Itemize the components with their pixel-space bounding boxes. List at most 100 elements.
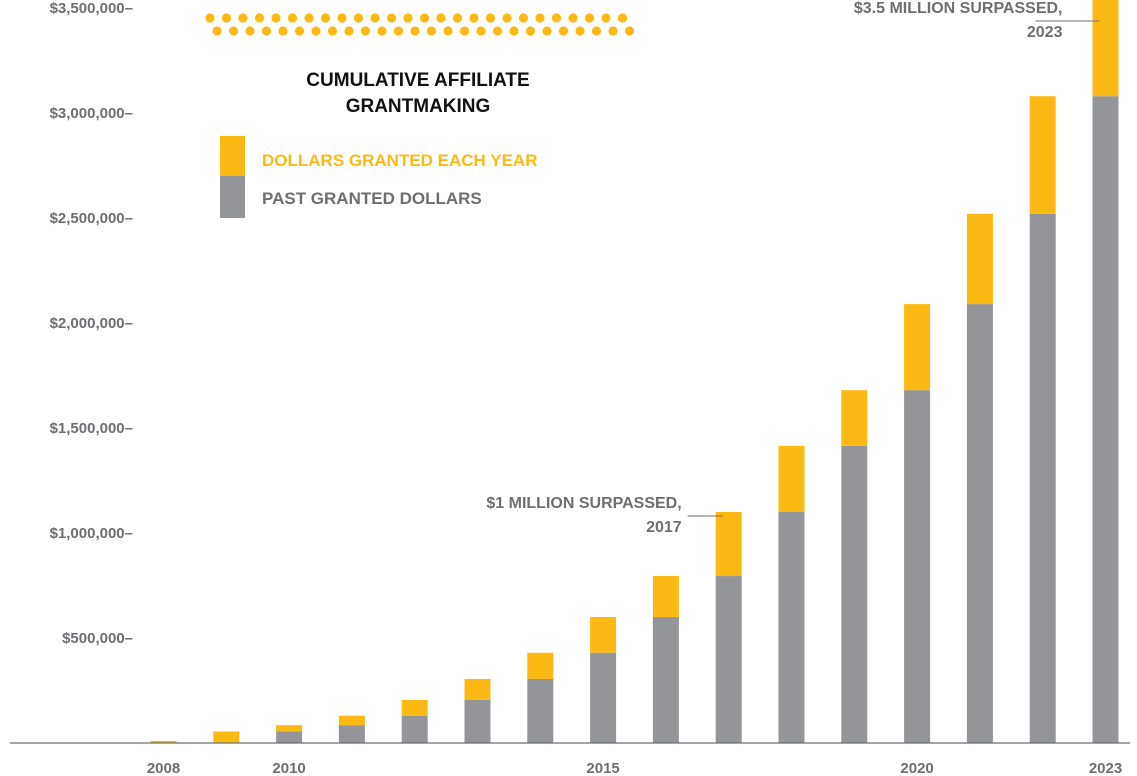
decor-dot [370, 13, 380, 23]
annotations: $1 MILLION SURPASSED, 2017 $3.5 MILLION SU… [486, 0, 1100, 536]
bar-yearly-2017 [715, 512, 742, 577]
bar-past-2013 [464, 699, 491, 743]
bar-yearly-2021 [966, 213, 993, 305]
decor-dot [601, 13, 611, 23]
x-tick-label-2010: 2010 [272, 760, 305, 776]
decor-dot [568, 13, 578, 23]
decor-dot [525, 26, 536, 36]
bar-yearly-2012 [401, 699, 428, 716]
decor-dot [311, 26, 321, 36]
decor-dot [393, 26, 404, 36]
y-axis: $500,000– $1,000,000– $1,500,000– $2,000,00… [50, 0, 133, 647]
decor-dot [254, 13, 265, 23]
bar-past-2016 [652, 617, 679, 743]
bar-yearly-2014 [527, 652, 554, 679]
decor-dot [443, 26, 453, 36]
decor-dot [245, 26, 255, 36]
bar-yearly-2023 [1092, 0, 1119, 97]
x-tick-label-2008: 2008 [147, 760, 180, 776]
bar-yearly-2018 [778, 445, 805, 512]
bar-yearly-2019 [841, 390, 868, 446]
decor-dot [304, 13, 314, 23]
bar-past-2011 [338, 725, 365, 743]
annotation-text: 2023 [1027, 24, 1063, 41]
decor-dot [320, 13, 331, 23]
x-tick-label-2023: 2023 [1089, 760, 1122, 776]
decor-dot [261, 26, 272, 36]
decor-dot [238, 13, 248, 23]
chart-title-line-2: GRANTMAKING [346, 96, 491, 117]
bar-yearly-2009 [213, 731, 240, 743]
legend: DOLLARS GRANTED EACH YEAR PAST GRANTED D… [220, 136, 537, 218]
decor-dot [608, 26, 618, 36]
decor-dot [410, 26, 420, 36]
x-axis: 2008 2010 2015 2020 2023 [147, 760, 1122, 776]
annotation-text: 2017 [646, 519, 682, 536]
decor-dot [509, 26, 519, 36]
y-tick-label: $2,000,000– [50, 315, 133, 332]
decor-dot [535, 13, 545, 23]
y-tick-label: $1,000,000– [50, 525, 133, 542]
decor-dot [344, 26, 354, 36]
y-tick-label: $1,500,000– [50, 420, 133, 437]
decor-dot [617, 13, 628, 23]
decor-dot [271, 13, 281, 23]
bar-yearly-2016 [652, 576, 679, 617]
legend-label-yearly: DOLLARS GRANTED EACH YEAR [262, 151, 537, 170]
decor-dot [205, 13, 215, 23]
bar-past-2015 [590, 652, 617, 743]
decor-dot [278, 26, 288, 36]
decor-dot [212, 26, 222, 36]
decor-dot [228, 26, 239, 36]
decor-dot [403, 13, 413, 23]
decor-dot [518, 13, 529, 23]
annotation-text: $1 MILLION SURPASSED, [486, 495, 681, 512]
decor-dot [459, 26, 470, 36]
decor-dot [624, 26, 635, 36]
bar-yearly-2022 [1029, 96, 1056, 214]
decor-dot [377, 26, 387, 36]
decor-dot [221, 13, 232, 23]
y-tick-label: $2,500,000– [50, 210, 133, 227]
decor-dot [426, 26, 437, 36]
decor-dot [575, 26, 585, 36]
decor-dot [591, 26, 602, 36]
decor-dot [558, 26, 569, 36]
legend-label-past: PAST GRANTED DOLLARS [262, 189, 482, 208]
bar-past-2017 [715, 576, 742, 743]
bar-past-2010 [276, 731, 303, 743]
decor-dot [469, 13, 479, 23]
bar-past-2012 [401, 715, 428, 743]
bar-past-2014 [527, 678, 554, 743]
legend-swatch-past [220, 176, 245, 218]
decor-dot [294, 26, 305, 36]
bars [150, 0, 1119, 744]
decorative-dots [205, 13, 635, 36]
x-tick-label-2020: 2020 [900, 760, 933, 776]
bar-past-2019 [841, 445, 868, 743]
bar-yearly-2011 [338, 715, 365, 726]
decor-dot [337, 13, 347, 23]
y-tick-label: $3,000,000– [50, 105, 133, 122]
decor-dot [386, 13, 397, 23]
chart-title: CUMULATIVE AFFILIATE GRANTMAKING [306, 70, 529, 117]
decor-dot [492, 26, 503, 36]
bar-yearly-2008 [150, 740, 177, 743]
decor-dot [353, 13, 364, 23]
chart-title-line-1: CUMULATIVE AFFILIATE [306, 70, 529, 91]
decor-dot [485, 13, 496, 23]
bar-past-2023 [1092, 96, 1119, 743]
decor-dot [502, 13, 512, 23]
decor-dot [360, 26, 371, 36]
bar-past-2021 [966, 304, 993, 743]
bar-past-2018 [778, 512, 805, 743]
bar-past-2022 [1029, 213, 1056, 744]
legend-swatch-yearly [220, 136, 245, 176]
decor-dot [327, 26, 338, 36]
decor-dot [287, 13, 298, 23]
decor-dot [436, 13, 446, 23]
y-tick-label: $500,000– [62, 630, 133, 647]
bar-yearly-2013 [464, 678, 491, 700]
bar-past-2020 [904, 390, 931, 743]
